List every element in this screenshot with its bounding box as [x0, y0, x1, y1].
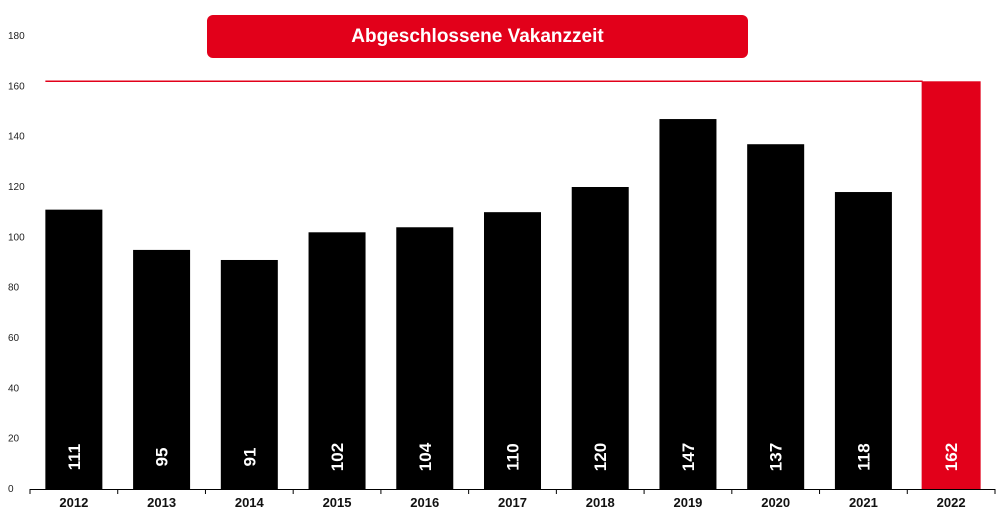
- x-tick-label: 2012: [59, 495, 88, 510]
- bar-2013: [133, 249, 191, 489]
- value-label-2016: 104: [416, 442, 435, 471]
- value-label-2022: 162: [942, 443, 961, 471]
- y-tick-label: 40: [8, 383, 20, 394]
- value-label-2019: 147: [679, 443, 698, 471]
- value-label-2018: 120: [591, 443, 610, 471]
- value-label-2017: 110: [504, 443, 523, 470]
- bar-2020: [747, 144, 805, 489]
- x-tick-label: 2013: [147, 495, 176, 510]
- value-label-2020: 137: [767, 443, 786, 471]
- value-labels: 111 95 91 102 104 110 120 147 137 118 162: [65, 442, 961, 471]
- y-tick-label: 0: [8, 484, 14, 495]
- bar-2015: [308, 232, 366, 490]
- y-tick-label: 160: [8, 81, 25, 92]
- x-tick-label: 2017: [498, 495, 527, 510]
- value-label-2012: 111: [65, 444, 84, 471]
- value-label-2013: 95: [153, 448, 172, 467]
- bar-2014: [220, 259, 278, 489]
- x-tick-label: 2022: [937, 495, 966, 510]
- x-tick-label: 2014: [235, 495, 265, 510]
- y-tick-label: 60: [8, 333, 20, 344]
- chart-title: Abgeschlossene Vakanzzeit: [207, 15, 748, 58]
- y-tick-label: 100: [8, 232, 25, 243]
- bar-2022: [921, 81, 981, 490]
- value-label-2021: 118: [854, 443, 873, 470]
- y-axis: 0 20 40 60 80 100 120 140 160 180: [8, 31, 25, 495]
- bar-2017: [484, 212, 541, 489]
- bars: [45, 81, 981, 490]
- bar-2021: [834, 192, 892, 490]
- x-tick-label: 2015: [323, 495, 352, 510]
- y-tick-label: 80: [8, 283, 20, 294]
- bar-2016: [396, 227, 454, 489]
- bar-2019: [659, 119, 717, 490]
- bar-2018: [571, 187, 629, 489]
- value-label-2015: 102: [328, 443, 347, 471]
- x-tick-label: 2019: [673, 495, 702, 510]
- bar-2012: [45, 209, 103, 489]
- x-tick-label: 2020: [761, 495, 790, 510]
- y-tick-label: 20: [8, 434, 20, 445]
- y-tick-label: 120: [8, 182, 25, 193]
- x-axis: 2012 2013 2014 2015 2016 2017 2018 2019 2020 2021…: [29, 489, 996, 510]
- x-tick-label: 2016: [410, 495, 439, 510]
- y-tick-label: 180: [8, 31, 25, 42]
- value-label-2014: 91: [240, 448, 259, 467]
- y-tick-label: 140: [8, 132, 25, 143]
- x-tick-label: 2021: [849, 495, 878, 510]
- x-tick-label: 2018: [586, 495, 615, 510]
